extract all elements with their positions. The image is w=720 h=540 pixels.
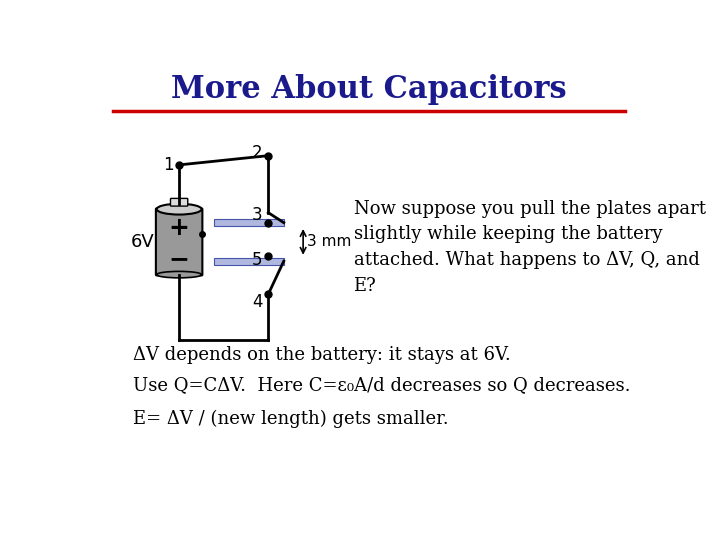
Text: 3: 3	[252, 206, 263, 224]
FancyBboxPatch shape	[171, 198, 188, 206]
Bar	[214, 258, 284, 265]
Text: Use Q=CΔV.  Here C=ε₀A/d decreases so Q decreases.: Use Q=CΔV. Here C=ε₀A/d decreases so Q d…	[132, 377, 630, 395]
FancyBboxPatch shape	[156, 208, 202, 275]
Text: −: −	[168, 247, 189, 271]
Bar	[214, 219, 284, 226]
Ellipse shape	[157, 272, 202, 278]
Text: 4: 4	[252, 293, 263, 311]
Text: +: +	[168, 216, 189, 240]
Text: Now suppose you pull the plates apart
slightly while keeping the battery
attache: Now suppose you pull the plates apart sl…	[354, 200, 706, 295]
Text: 3 mm: 3 mm	[307, 234, 351, 249]
Text: 2: 2	[252, 144, 263, 161]
Text: More About Capacitors: More About Capacitors	[171, 74, 567, 105]
Text: ΔV depends on the battery: it stays at 6V.: ΔV depends on the battery: it stays at 6…	[132, 346, 510, 364]
Text: 5: 5	[252, 251, 263, 268]
Text: 6V: 6V	[131, 233, 155, 251]
Text: E= ΔV / (new length) gets smaller.: E= ΔV / (new length) gets smaller.	[132, 410, 449, 428]
Text: 1: 1	[163, 156, 174, 174]
Ellipse shape	[157, 204, 202, 214]
